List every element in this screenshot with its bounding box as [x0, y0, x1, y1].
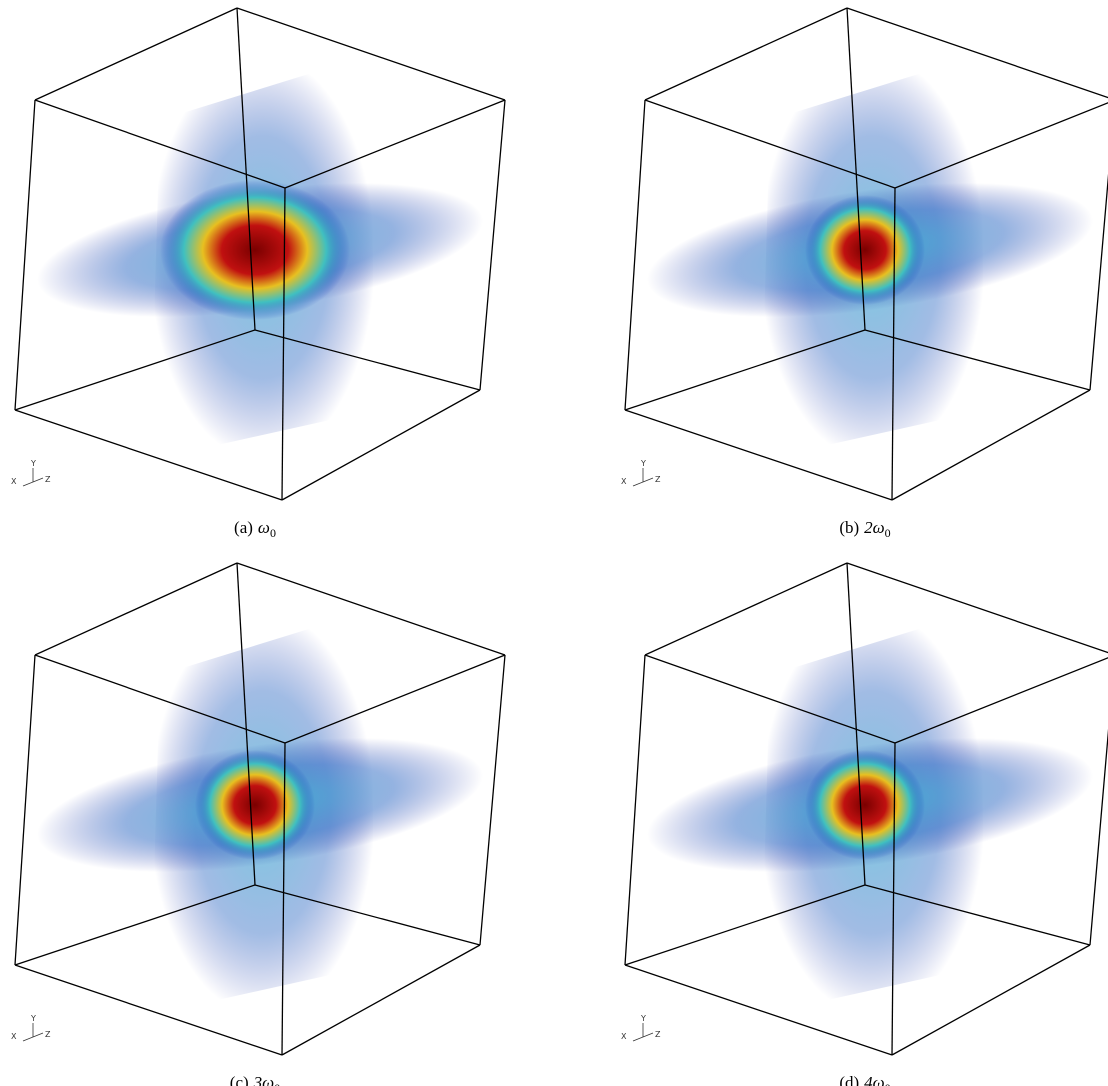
cube-edge — [624, 964, 893, 1056]
cube-edge — [644, 7, 848, 101]
cube-edge — [864, 884, 1091, 946]
axis-y-label: Y — [30, 459, 36, 468]
cube-edge — [479, 99, 506, 391]
cube-edge — [14, 99, 36, 411]
caption-label: (d) — [839, 1073, 859, 1086]
panel: X YZ (b) 2ω0 — [621, 7, 1108, 540]
cube-edge — [14, 654, 36, 966]
axis-y-label: Y — [640, 459, 646, 468]
caption-symbol: ω — [258, 518, 270, 537]
field-core — [195, 750, 315, 860]
cube-edge — [891, 187, 896, 501]
cube-edge — [281, 187, 286, 501]
cube-edge — [624, 99, 646, 411]
cube-edge — [14, 884, 256, 966]
cube-edge — [14, 409, 283, 501]
cube-edge — [14, 329, 256, 411]
cube-edge — [891, 742, 896, 1056]
cube-edge — [894, 102, 1108, 189]
axis-z-label: Z — [45, 1030, 51, 1039]
cube-edge — [644, 654, 896, 744]
cube-edge — [236, 562, 256, 886]
cube-edge — [254, 884, 481, 946]
cube-edge — [846, 562, 1108, 654]
axis-x-label: X — [11, 477, 17, 486]
panel: X YZ (c) 3ω0 — [11, 562, 506, 1086]
cube-edge — [1089, 173, 1108, 391]
cube-edge — [34, 99, 286, 189]
axis-triad — [22, 468, 44, 487]
cube-edge — [891, 944, 1091, 1056]
cube-edge — [34, 7, 238, 101]
caption: (b) 2ω0 — [839, 518, 890, 540]
cube-edge — [624, 654, 646, 966]
panel: X YZ (d) 4ω0 — [621, 562, 1108, 1086]
cube-edge — [236, 7, 506, 101]
caption-subscript: 0 — [270, 526, 276, 540]
cube-edge — [891, 389, 1091, 501]
cube-edge — [284, 654, 506, 744]
cube-edge — [34, 562, 238, 656]
caption: (a) ω0 — [234, 518, 276, 540]
cube-edge — [846, 7, 866, 331]
axis-x-label: X — [621, 477, 627, 486]
cube-edge — [644, 99, 896, 189]
cube-edge — [624, 884, 866, 966]
caption-symbol: 4ω — [864, 1073, 885, 1086]
caption-symbol: 3ω — [253, 1073, 275, 1086]
caption-subscript: 0 — [885, 526, 891, 540]
field-core — [805, 750, 925, 860]
caption: (c) 3ω0 — [230, 1073, 280, 1086]
axis-triad — [632, 1023, 654, 1042]
axis-y-label: Y — [640, 1014, 646, 1023]
cube-edge — [864, 329, 1091, 391]
axis-x-label: X — [11, 1032, 17, 1041]
axis-z-label: Z — [655, 475, 661, 484]
cube-edge — [254, 329, 481, 391]
panel: X YZ (a) ω0 — [11, 7, 506, 540]
cube-edge — [236, 7, 256, 331]
cube-edge — [236, 562, 506, 656]
cube-edge — [281, 389, 481, 501]
cube-edge — [894, 657, 1108, 744]
cube-edge — [281, 944, 481, 1056]
axis-triad — [632, 468, 654, 487]
cube-edge — [846, 7, 1108, 99]
axis-z-label: Z — [45, 475, 51, 484]
axis-triad — [22, 1023, 44, 1042]
axis-x-label: X — [621, 1032, 627, 1041]
cube-edge — [1089, 728, 1108, 946]
caption-subscript: 0 — [274, 1081, 280, 1086]
caption: (d) 4ω0 — [839, 1073, 890, 1086]
caption-label: (a) — [234, 518, 253, 537]
caption-label: (b) — [839, 518, 859, 537]
caption-label: (c) — [230, 1073, 249, 1086]
cube-edge — [281, 742, 286, 1056]
caption-subscript: 0 — [885, 1081, 891, 1086]
cube-edge — [284, 99, 506, 189]
cube-edge — [644, 562, 848, 656]
field-core — [805, 195, 925, 305]
axis-z-label: Z — [655, 1030, 661, 1039]
cube-edge — [624, 409, 893, 501]
cube-edge — [34, 654, 286, 744]
cube-edge — [14, 964, 283, 1056]
cube-edge — [479, 654, 506, 946]
axis-y-label: Y — [30, 1014, 36, 1023]
cube-edge — [624, 329, 866, 411]
caption-symbol: 2ω — [864, 518, 885, 537]
field-core — [160, 180, 350, 320]
cube-edge — [846, 562, 866, 886]
